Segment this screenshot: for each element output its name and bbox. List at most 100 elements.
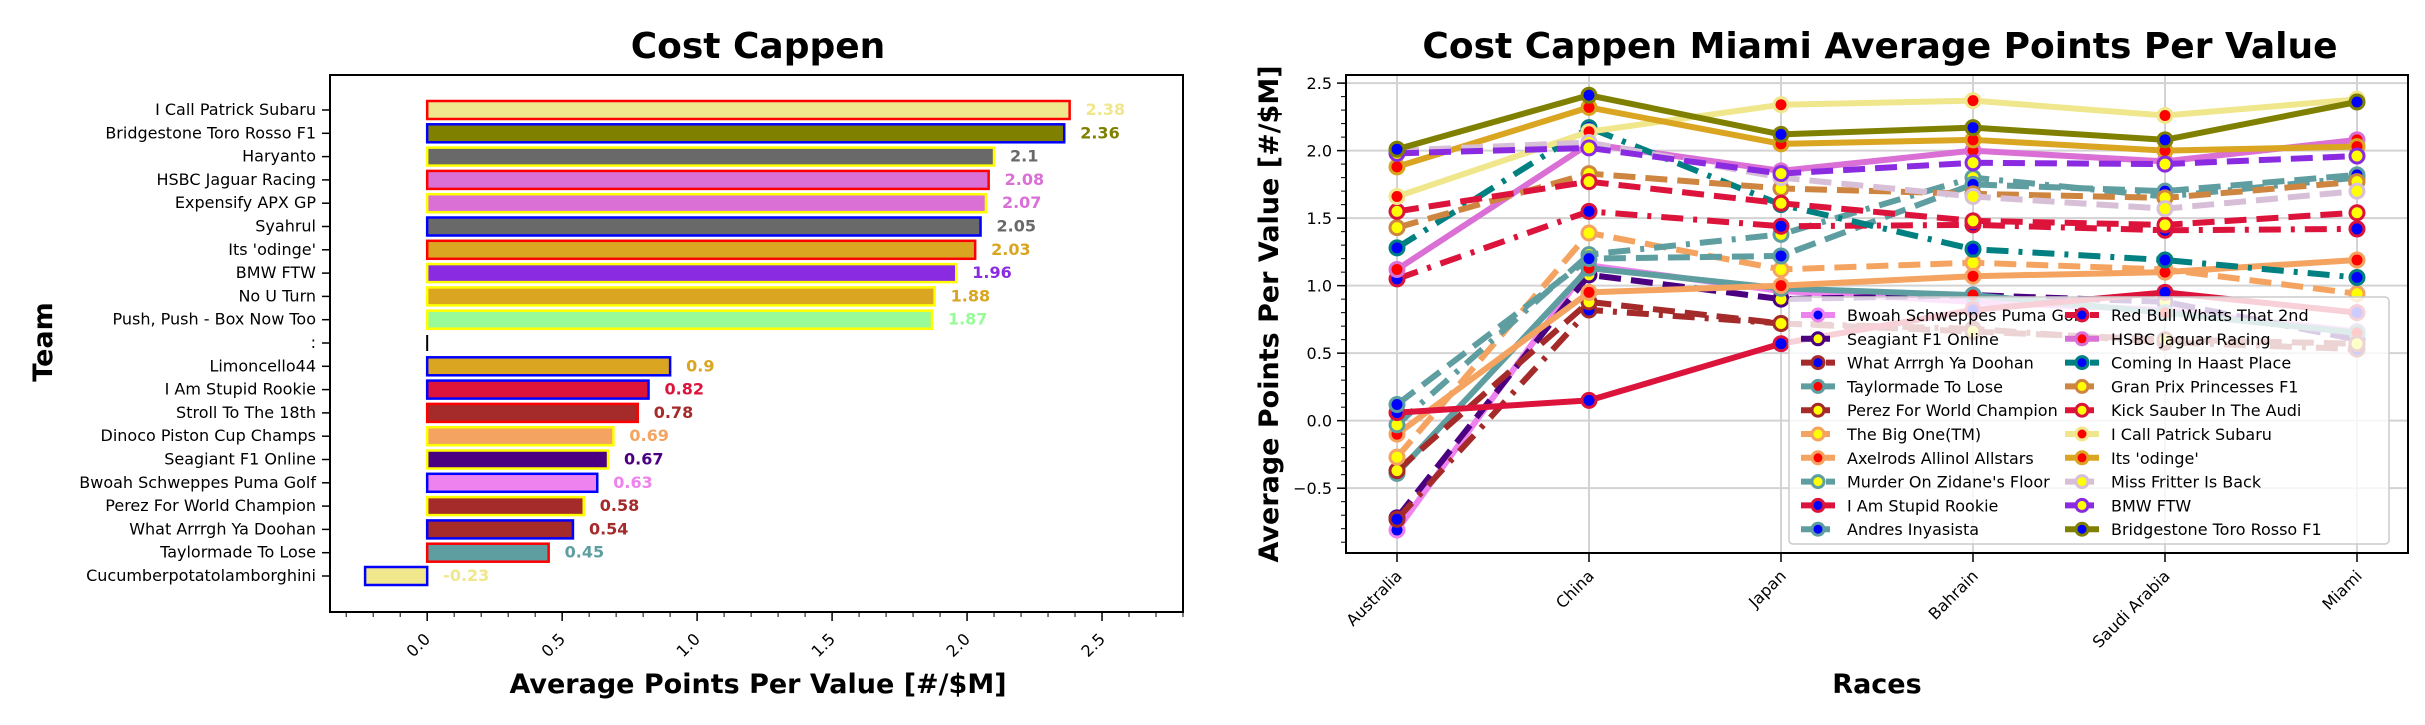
bar bbox=[425, 169, 990, 191]
y-tick-label: Expensify APX GP bbox=[175, 193, 316, 212]
bar-chart-ylabel: Team bbox=[28, 302, 59, 382]
legend-label: Perez For World Champion bbox=[1847, 401, 2058, 420]
series-line bbox=[1395, 171, 2358, 407]
legend-marker bbox=[1810, 497, 1826, 513]
legend-label: I Am Stupid Rookie bbox=[1847, 496, 1998, 515]
data-point bbox=[1964, 92, 1982, 110]
bar-chart-xlabel: Average Points Per Value [#/$M] bbox=[509, 669, 1006, 700]
legend-marker bbox=[2074, 426, 2090, 442]
data-point bbox=[1964, 188, 1982, 206]
series-line bbox=[1396, 178, 2358, 228]
y-tick-label: Syahrul bbox=[255, 217, 316, 236]
bar-value-label: 0.78 bbox=[654, 403, 693, 422]
series bbox=[1388, 202, 2366, 288]
data-point bbox=[1388, 158, 1406, 176]
data-point bbox=[2156, 216, 2174, 234]
data-point bbox=[2348, 182, 2366, 200]
data-point bbox=[1388, 510, 1406, 528]
series bbox=[1388, 173, 2366, 234]
y-tick-label: Cucumberpotatolamborghini bbox=[86, 566, 316, 585]
legend-marker bbox=[1810, 355, 1826, 371]
bar bbox=[425, 472, 599, 494]
bar bbox=[425, 216, 982, 237]
data-point bbox=[2156, 107, 2174, 125]
legend-marker bbox=[2074, 521, 2090, 537]
y-tick-label: Taylormade To Lose bbox=[159, 543, 316, 562]
bar-chart-title: Cost Cappen bbox=[631, 26, 886, 67]
data-point bbox=[1772, 217, 1790, 235]
x-tick-label: Bahrain bbox=[1925, 566, 1982, 623]
data-point bbox=[1964, 240, 1982, 258]
bar bbox=[425, 286, 936, 307]
legend-label: Coming In Haast Place bbox=[2111, 354, 2291, 373]
legend-label: Miss Fritter Is Back bbox=[2111, 473, 2262, 492]
legend-item: Murder On Zidane's Floor bbox=[1801, 473, 2050, 492]
data-point bbox=[1772, 277, 1790, 295]
data-point bbox=[1580, 391, 1598, 409]
bar-value-label: 1.96 bbox=[972, 263, 1011, 282]
bar bbox=[425, 542, 550, 563]
bar-value-label: -0.23 bbox=[443, 566, 489, 585]
series-line bbox=[1396, 208, 2358, 282]
legend-item: Andres Inyasista bbox=[1801, 520, 1979, 539]
data-point bbox=[1580, 283, 1598, 301]
legend-marker bbox=[1810, 331, 1826, 347]
x-tick-label: Japan bbox=[1744, 566, 1790, 612]
legend-item: HSBC Jaguar Racing bbox=[2065, 330, 2271, 349]
legend-label: Taylormade To Lose bbox=[1846, 377, 2003, 396]
legend-item: BMW FTW bbox=[2065, 496, 2191, 515]
y-tick-label: I Call Patrick Subaru bbox=[155, 100, 316, 119]
data-point bbox=[1388, 188, 1406, 206]
bar-value-label: 2.36 bbox=[1080, 123, 1119, 142]
data-point bbox=[1964, 212, 1982, 230]
series-line bbox=[1396, 144, 2358, 177]
line-chart-xlabel: Races bbox=[1832, 669, 1921, 700]
bar bbox=[425, 99, 1071, 121]
data-point bbox=[1580, 173, 1598, 191]
x-tick-label: 0.0 bbox=[403, 629, 434, 660]
y-tick-label: 2.5 bbox=[1307, 74, 1332, 93]
legend-marker bbox=[2074, 331, 2090, 347]
bar-chart-axes-frame bbox=[329, 74, 1184, 613]
legend-item: Coming In Haast Place bbox=[2065, 354, 2291, 373]
legend-marker bbox=[1810, 521, 1826, 537]
bar-value-label: 1.87 bbox=[948, 310, 987, 329]
data-point bbox=[1772, 125, 1790, 143]
bar-value-label: 0.9 bbox=[686, 356, 714, 375]
bar bbox=[425, 192, 988, 214]
bar-value-label: 2.05 bbox=[997, 217, 1036, 236]
legend-item: Bridgestone Toro Rosso F1 bbox=[2065, 520, 2322, 539]
y-tick-label: : bbox=[311, 333, 316, 352]
legend-item: I Call Patrick Subaru bbox=[2065, 425, 2272, 444]
bar bbox=[425, 356, 672, 377]
x-tick-label: China bbox=[1552, 566, 1598, 612]
y-tick-label: No U Turn bbox=[238, 286, 316, 305]
legend-marker bbox=[2074, 378, 2090, 394]
legend-item: Gran Prix Princesses F1 bbox=[2065, 377, 2298, 396]
legend-label: HSBC Jaguar Racing bbox=[2111, 330, 2271, 349]
x-tick-label: 1.5 bbox=[807, 629, 838, 660]
y-tick-label: 2.0 bbox=[1307, 142, 1332, 161]
bar bbox=[425, 379, 650, 400]
legend-label: Bwoah Schweppes Puma Golf bbox=[1847, 306, 2084, 325]
x-tick-label: Australia bbox=[1342, 566, 1405, 629]
legend-label: BMW FTW bbox=[2111, 496, 2191, 515]
series-line bbox=[1396, 92, 2358, 153]
legend-item: Seagiant F1 Online bbox=[1801, 330, 1999, 349]
data-point bbox=[1388, 202, 1406, 220]
legend-label: Andres Inyasista bbox=[1847, 520, 1979, 539]
legend-label: Axelrods Allinol Allstars bbox=[1847, 449, 2034, 468]
bar bbox=[425, 495, 585, 517]
legend-marker bbox=[2074, 402, 2090, 418]
bar-value-label: 1.88 bbox=[951, 286, 990, 305]
data-point bbox=[2156, 131, 2174, 149]
data-point bbox=[1772, 247, 1790, 265]
legend-item: I Am Stupid Rookie bbox=[1801, 496, 1998, 515]
legend-item: What Arrrgh Ya Doohan bbox=[1801, 354, 2034, 373]
y-tick-label: 0.5 bbox=[1307, 344, 1332, 363]
data-point bbox=[1772, 260, 1790, 278]
data-point bbox=[1388, 219, 1406, 237]
line-chart-title: Cost Cappen Miami Average Points Per Val… bbox=[1422, 26, 2337, 67]
series-line bbox=[1396, 104, 2358, 170]
data-point bbox=[1388, 448, 1406, 466]
